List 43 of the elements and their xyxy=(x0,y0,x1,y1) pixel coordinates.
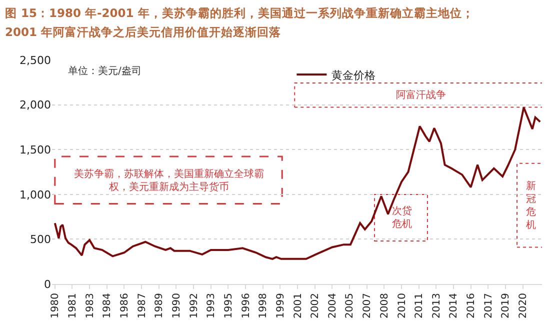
x-tick-label: 1987 xyxy=(136,293,148,318)
y-tick-label: 500 xyxy=(30,233,51,246)
x-tick-label: 1986 xyxy=(119,293,130,318)
y-tick-label: 1,500 xyxy=(20,143,51,156)
annotation: 新冠危机 xyxy=(526,180,536,231)
x-tick-label: 2007 xyxy=(362,293,374,318)
x-tick-label: 2017 xyxy=(483,293,494,318)
legend-label: 黄金价格 xyxy=(332,68,376,82)
x-tick-label: 2008 xyxy=(379,293,390,318)
line-series xyxy=(54,106,542,260)
x-tick-label: 2019 xyxy=(500,293,512,318)
chart-title: 图 15：1980 年-2001 年，美苏争霸的胜利，美国通过一系列战争重新确立霸主地位； xyxy=(5,6,474,20)
x-tick-label: 2004 xyxy=(327,293,338,318)
x-tick-label: 2014 xyxy=(448,293,460,318)
y-tick-label: 2,500 xyxy=(20,54,51,67)
x-tick-label: 2016 xyxy=(466,293,478,318)
x-tick-label: 1980 xyxy=(50,293,62,318)
annotation: 次贷危机 xyxy=(392,205,412,230)
annotation: 美苏争霸，苏联解体，美国重新确立全球霸权，美元重新成为主导货币 xyxy=(74,168,264,193)
x-tick-label: 1992 xyxy=(188,293,200,318)
x-tick-label: 2010 xyxy=(396,293,408,318)
x-tick-label: 1990 xyxy=(171,293,182,318)
x-tick-label: 1998 xyxy=(258,293,270,318)
x-tick-label: 2002 xyxy=(310,293,322,318)
x-tick-label: 1981 xyxy=(67,293,78,318)
x-tick-label: 1996 xyxy=(240,293,252,318)
x-tick-label: 2013 xyxy=(431,293,442,318)
y-tick-label: 2,000 xyxy=(20,98,51,112)
x-tick-label: 2005 xyxy=(344,293,356,318)
y-tick-label: 1,000 xyxy=(20,188,51,202)
x-tick-label: 1984 xyxy=(102,293,114,318)
annotation: 单位：美元/盎司 xyxy=(68,65,142,77)
x-tick-label: 1995 xyxy=(223,293,234,318)
y-tick-label: 0 xyxy=(44,278,51,291)
x-tick-label: 2011 xyxy=(414,293,426,318)
x-tick-label: 2020 xyxy=(518,293,530,318)
x-tick-label: 2001 xyxy=(292,293,304,318)
x-tick-label: 1989 xyxy=(154,293,166,318)
x-tick-label: 1983 xyxy=(84,293,96,318)
annotation: 阿富汗战争 xyxy=(396,89,446,101)
x-tick-label: 1999 xyxy=(275,293,286,318)
x-tick-label: 1993 xyxy=(206,293,218,318)
chart-subtitle: 2001 年阿富汗战争之后美元信用价值开始逐渐回落 xyxy=(5,25,282,39)
